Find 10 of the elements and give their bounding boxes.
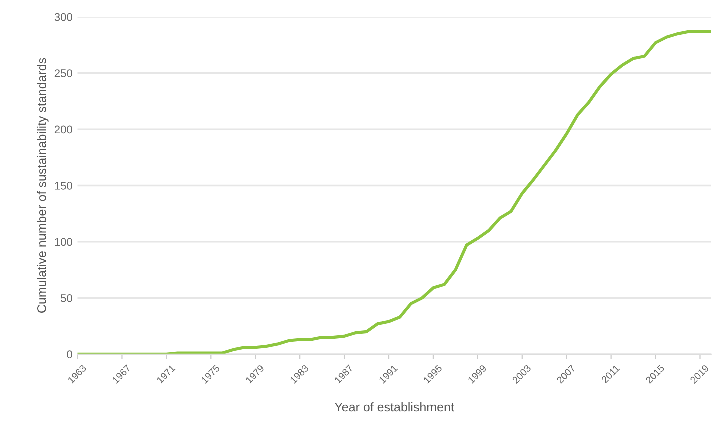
line-series xyxy=(78,30,712,354)
y-tick-label: 0 xyxy=(67,350,72,359)
x-axis-title: Year of establishment xyxy=(334,402,454,412)
y-tick-label: 50 xyxy=(60,294,72,302)
y-tick-label: 200 xyxy=(54,126,72,134)
y-tick-label: 100 xyxy=(55,238,72,246)
y-tick-label: 300 xyxy=(54,13,72,22)
y-axis-title: Cumulative number of sustainability standards xyxy=(37,58,49,313)
y-tick-label: 150 xyxy=(55,182,72,190)
y-tick-label: 250 xyxy=(54,70,72,78)
